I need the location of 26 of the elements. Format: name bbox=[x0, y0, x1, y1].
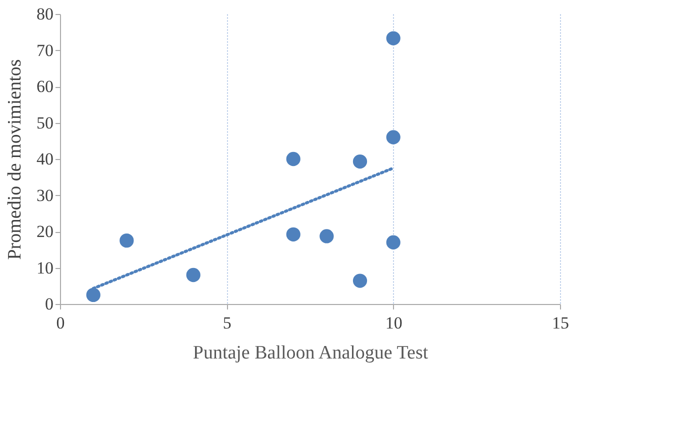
point bbox=[86, 288, 100, 302]
x-tick-label: 5 bbox=[222, 314, 232, 332]
point bbox=[286, 152, 300, 166]
x-tick-label: 15 bbox=[552, 314, 569, 332]
y-tick-label: 30 bbox=[36, 186, 54, 205]
y-tick-label: 60 bbox=[36, 77, 54, 96]
y-tick-label: 20 bbox=[36, 222, 54, 241]
point bbox=[286, 227, 300, 242]
point bbox=[120, 234, 134, 248]
x-tick-label: 10 bbox=[385, 314, 402, 332]
point bbox=[386, 235, 400, 250]
x-tick-label: 0 bbox=[56, 314, 65, 332]
x-axis-title: Puntaje Balloon Analogue Test bbox=[192, 342, 429, 364]
y-axis-title: Promedio de movimientos bbox=[4, 59, 26, 260]
point bbox=[386, 31, 400, 46]
y-tick-label: 10 bbox=[36, 258, 54, 278]
y-tick-label: 80 bbox=[36, 4, 54, 24]
y-tick-label: 0 bbox=[45, 294, 54, 314]
y-tick-label: 50 bbox=[36, 113, 54, 132]
y-tick-label: 70 bbox=[36, 40, 54, 60]
y-tick-label: 40 bbox=[36, 150, 54, 168]
point bbox=[386, 130, 400, 144]
point bbox=[320, 229, 334, 244]
point bbox=[352, 274, 368, 288]
point bbox=[352, 154, 368, 169]
point bbox=[186, 268, 200, 282]
